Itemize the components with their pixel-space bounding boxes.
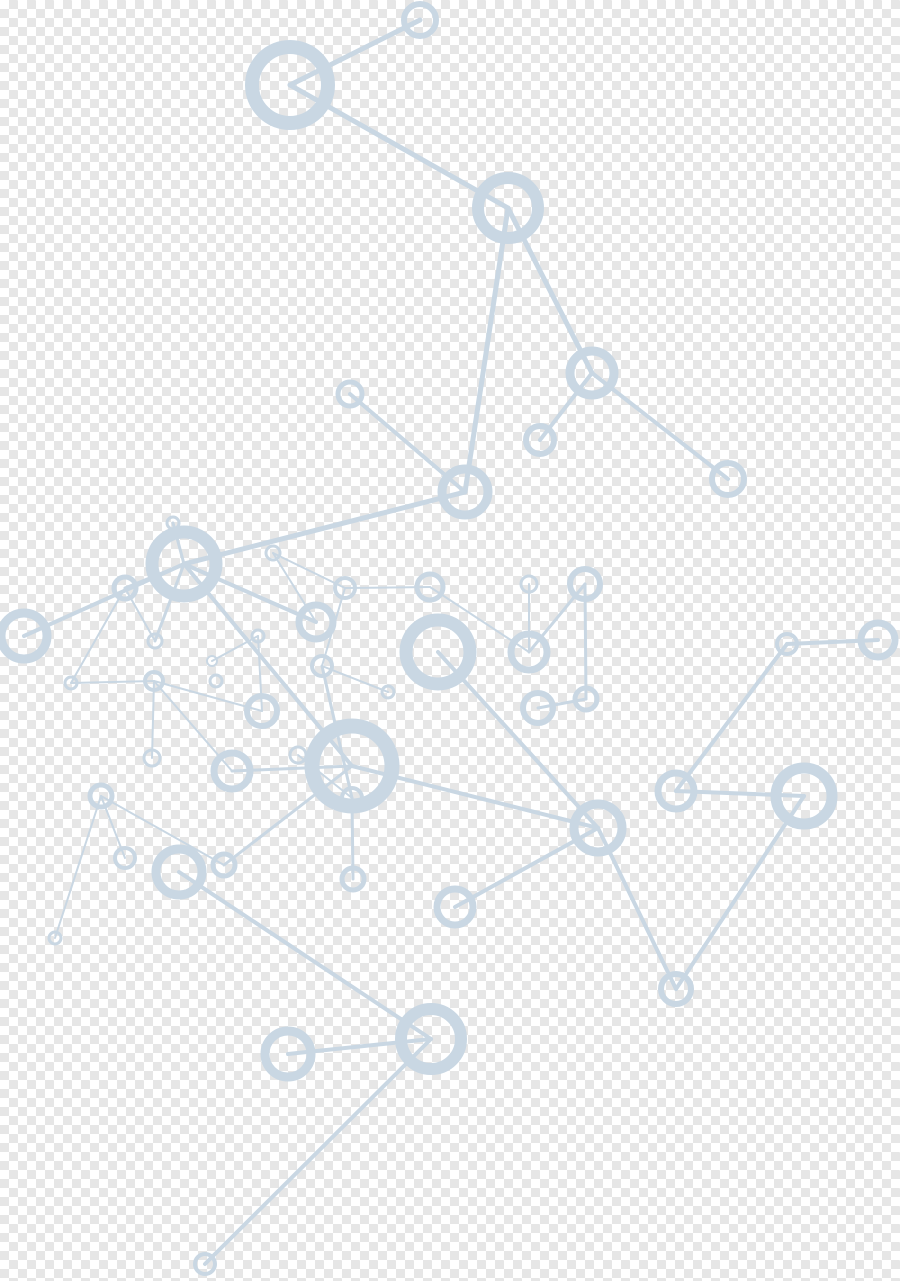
network-node: [63, 675, 79, 691]
network-node: [151, 844, 207, 900]
network-node: [507, 630, 551, 674]
network-node: [437, 464, 493, 520]
network-edge: [257, 635, 263, 712]
network-node: [146, 632, 164, 650]
network-node: [206, 655, 218, 667]
network-edge: [153, 562, 186, 643]
network-edge: [222, 764, 354, 867]
network-node: [401, 1, 439, 39]
network-node: [245, 40, 335, 130]
network-node: [47, 930, 63, 946]
network-node: [414, 571, 446, 603]
network-edge: [536, 697, 588, 710]
network-node: [210, 851, 238, 879]
network-node: [295, 601, 337, 643]
network-edge: [287, 17, 423, 88]
network-edge: [182, 562, 318, 624]
network-node: [520, 690, 556, 726]
network-node: [111, 574, 139, 602]
network-node: [264, 544, 282, 562]
network-node: [0, 608, 52, 664]
network-edge: [151, 680, 155, 759]
network-node: [210, 749, 254, 793]
network-edge: [272, 552, 346, 589]
network-node: [770, 762, 838, 830]
network-node: [113, 846, 137, 870]
network-edge: [674, 642, 789, 793]
network-node: [310, 654, 334, 678]
network-node: [142, 748, 162, 768]
edge-group: [22, 17, 880, 1266]
network-edge: [177, 870, 433, 1041]
network-edge: [674, 794, 806, 991]
network-edge: [54, 795, 102, 939]
network-edge: [583, 582, 588, 701]
network-node: [208, 673, 224, 689]
network-edge: [203, 1037, 433, 1266]
network-node: [775, 632, 799, 656]
network-node: [250, 628, 266, 644]
network-node: [145, 525, 223, 603]
network-node: [143, 670, 165, 692]
network-node: [260, 1026, 316, 1082]
network-edge: [211, 635, 259, 662]
network-node: [857, 619, 899, 661]
network-edge: [100, 795, 225, 866]
network-node: [339, 865, 367, 893]
network-node: [335, 379, 365, 409]
network-node: [380, 684, 396, 700]
network-node: [333, 576, 357, 600]
network-node: [658, 971, 694, 1007]
network-node: [87, 782, 115, 810]
network-node: [340, 786, 364, 810]
network-node: [569, 799, 627, 857]
network-edge: [181, 489, 468, 567]
network-node: [395, 1003, 467, 1075]
network-edge: [70, 680, 155, 684]
network-node: [567, 566, 603, 602]
network-node: [709, 460, 747, 498]
network-edge: [436, 650, 600, 830]
network-node: [472, 172, 544, 244]
network-node: [572, 685, 600, 713]
network-node: [565, 346, 619, 400]
network-edge: [590, 371, 730, 481]
network-node: [244, 693, 280, 729]
network-node: [523, 423, 557, 457]
network-edge: [462, 205, 511, 495]
network-node: [193, 1252, 217, 1276]
network-edge: [153, 680, 263, 712]
network-edge: [596, 826, 678, 991]
network-node: [519, 574, 539, 594]
network-edge: [70, 587, 126, 684]
network-node: [654, 769, 698, 813]
network-node: [399, 613, 477, 691]
network-node: [433, 885, 477, 929]
